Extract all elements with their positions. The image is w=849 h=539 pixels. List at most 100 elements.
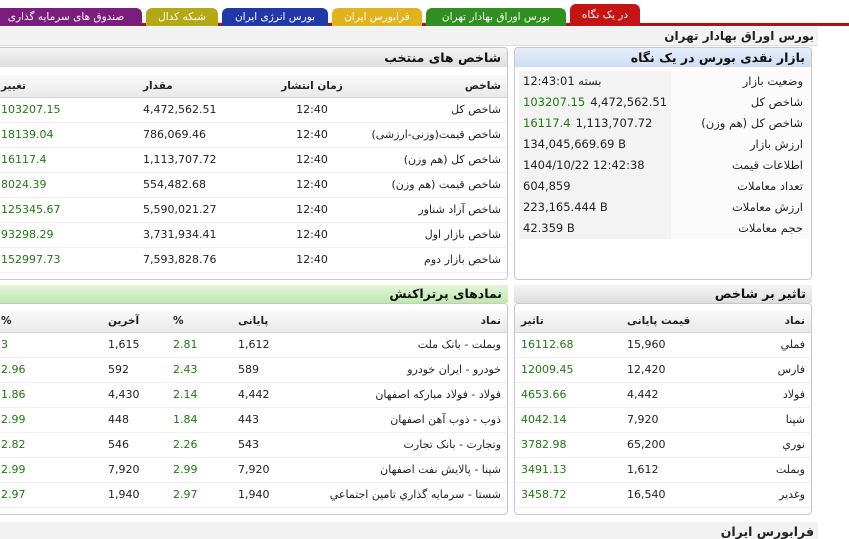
close-price-cell: 12,420 [621,357,721,383]
symbol-cell[interactable]: فارس [721,357,811,383]
table-row[interactable]: شپنا 7,920 4042.14 [515,407,811,433]
index-change-cell: 152997.73 [0,247,137,273]
index-name-cell[interactable]: شاخص کل (هم وزن) [357,147,507,173]
symbol-cell[interactable]: وبملت [721,457,811,483]
close-price-cell: 4,442 [621,382,721,408]
table-row[interactable]: خودرو - ایران خودرو 589 2.43 592 2.96 [0,357,507,383]
symbol-cell[interactable]: شپنا [721,407,811,433]
index-name-cell[interactable]: شاخص کل [357,97,507,123]
column-header-symbol[interactable]: نماد [297,310,507,333]
table-row[interactable]: شاخص بازار اول 12:40 3,731,934.41 93298.29 [0,222,507,248]
symbol-cell[interactable]: فملي [721,332,811,358]
summary-row-status: وضعیت بازار بسته 12:43:01 [517,71,809,92]
index-value-cell: 4,472,562.51 [137,97,267,123]
last-cell: 448 [102,407,167,433]
column-header-impact[interactable]: تاثیر [515,310,621,333]
most-traded-panel: نماد پایانی % آخرین % وبملت - بانک ملت 1,… [0,303,508,515]
last-cell: 7,920 [102,457,167,483]
column-header-symbol[interactable]: نماد [721,310,811,333]
symbol-cell[interactable]: شپنا - پالایش نفت اصفهان [297,457,507,483]
column-header-last-percent[interactable]: % [0,310,102,333]
publish-time-cell: 12:40 [267,147,357,173]
symbol-cell[interactable]: فولاد [721,382,811,408]
last-cell: 546 [102,432,167,458]
table-row[interactable]: شاخص کل 12:40 4,472,562.51 103207.15 [0,97,507,123]
impact-cell: 4653.66 [515,382,621,408]
tab-tehran-stock-exchange[interactable]: بورس اوراق بهادار تهران [426,8,566,26]
symbol-cell[interactable]: ذوب - ذوب آهن اصفهان [297,407,507,433]
summary-value-text: 4,472,562.51 [590,95,668,109]
table-row[interactable]: شاخص قیمت (هم وزن) 12:40 554,482.68 8024.39 [0,172,507,198]
impact-cell: 3458.72 [515,482,621,508]
index-name-cell[interactable]: شاخص بازار دوم [357,247,507,273]
table-row[interactable]: فولاد - فولاد مبارکه اصفهان 4,442 2.14 4,43… [0,382,507,408]
table-row[interactable]: ذوب - ذوب آهن اصفهان 443 1.84 448 2.99 [0,407,507,433]
column-header-change[interactable]: تغییر [0,75,137,98]
last-percent-cell: 2.97 [0,482,102,508]
selected-indices-table: شاخص زمان انتشار مقدار تغییر شاخص کل 12:4… [0,75,507,273]
summary-value-text: 1,113,707.72 [575,116,653,130]
last-cell: 1,615 [102,332,167,358]
column-header-publish-time[interactable]: زمان انتشار [267,75,357,98]
ifb-section-title: فرابورس ایران [0,522,818,539]
market-summary-list: وضعیت بازار بسته 12:43:01 شاخص کل 103207… [515,67,811,239]
table-row[interactable]: شاخص کل (هم وزن) 12:40 1,113,707.72 16117.4 [0,147,507,173]
index-impact-table: نماد قیمت پایانی تاثیر فملي 15,960 16112.6… [515,310,811,508]
table-row[interactable]: وغدير 16,540 3458.72 [515,482,811,508]
publish-time-cell: 12:40 [267,122,357,148]
table-row[interactable]: فارس 12,420 12009.45 [515,357,811,383]
table-row[interactable]: وبملت 1,612 3491.13 [515,457,811,483]
symbol-cell[interactable]: وتجارت - بانک تجارت [297,432,507,458]
summary-row-price-info: اطلاعات قیمت 1404/10/22 12:42:38 [517,155,809,176]
column-header-close-percent[interactable]: % [167,310,232,333]
column-header-close[interactable]: پایانی [232,310,297,333]
selected-indices-title: شاخص های منتخب [0,48,507,67]
symbol-cell[interactable]: فولاد - فولاد مبارکه اصفهان [297,382,507,408]
table-row[interactable]: وبملت - بانک ملت 1,612 2.81 1,615 3 [0,332,507,358]
table-row[interactable]: نوري 65,200 3782.98 [515,432,811,458]
index-name-cell[interactable]: شاخص قیمت(وزنی-ارزشی) [357,122,507,148]
close-cell: 443 [232,407,297,433]
tab-ifb[interactable]: فرابورس ایران [332,8,422,26]
index-impact-panel: نماد قیمت پایانی تاثیر فملي 15,960 16112.6… [514,303,812,515]
column-header-value[interactable]: مقدار [137,75,267,98]
publish-time-cell: 12:40 [267,197,357,223]
column-header-close-price[interactable]: قیمت پایانی [621,310,721,333]
summary-label: شاخص کل (هم وزن) [671,113,809,134]
symbol-cell[interactable]: وبملت - بانک ملت [297,332,507,358]
index-name-cell[interactable]: شاخص قیمت (هم وزن) [357,172,507,198]
index-name-cell[interactable]: شاخص بازار اول [357,222,507,248]
close-cell: 1,940 [232,482,297,508]
tab-codal[interactable]: شبکه کدال [146,8,218,26]
summary-value: 1404/10/22 12:42:38 [519,155,671,176]
top-tab-bar: در یک نگاه بورس اوراق بهادار تهران فرابو… [0,0,849,26]
table-row[interactable]: شاخص آزاد شناور 12:40 5,590,021.27 125345.6… [0,197,507,223]
table-row[interactable]: فولاد 4,442 4653.66 [515,382,811,408]
table-row[interactable]: وتجارت - بانک تجارت 543 2.26 546 2.82 [0,432,507,458]
table-row[interactable]: شپنا - پالایش نفت اصفهان 7,920 2.99 7,920 2.… [0,457,507,483]
publish-time-cell: 12:40 [267,172,357,198]
tab-energy-exchange[interactable]: بورس انرژی ایران [222,8,328,26]
table-row[interactable]: شاخص قیمت(وزنی-ارزشی) 12:40 786,069.46 1813… [0,122,507,148]
last-percent-cell: 3 [0,332,102,358]
index-impact-title: تاثیر بر شاخص [514,285,812,303]
symbol-cell[interactable]: وغدير [721,482,811,508]
column-header-last[interactable]: آخرین [102,310,167,333]
last-percent-cell: 2.99 [0,407,102,433]
close-price-cell: 7,920 [621,407,721,433]
summary-value: 42.359 B [519,218,671,239]
close-cell: 589 [232,357,297,383]
table-row[interactable]: شستا - سرمایه گذاري تامين اجتماعي 1,940 2.… [0,482,507,508]
summary-value: 16117.4 1,113,707.72 [519,113,671,134]
table-row[interactable]: فملي 15,960 16112.68 [515,332,811,358]
index-name-cell[interactable]: شاخص آزاد شناور [357,197,507,223]
tab-at-a-glance[interactable]: در یک نگاه [570,4,640,26]
symbol-cell[interactable]: شستا - سرمایه گذاري تامين اجتماعي [297,482,507,508]
table-row[interactable]: شاخص بازار دوم 12:40 7,593,828.76 152997.73 [0,247,507,273]
column-header-index[interactable]: شاخص [357,75,507,98]
symbol-cell[interactable]: خودرو - ایران خودرو [297,357,507,383]
tab-investment-funds[interactable]: صندوق های سرمایه گذاری [0,8,142,26]
index-change-cell: 16117.4 [0,147,137,173]
symbol-cell[interactable]: نوري [721,432,811,458]
summary-change: 103207.15 [523,95,586,109]
